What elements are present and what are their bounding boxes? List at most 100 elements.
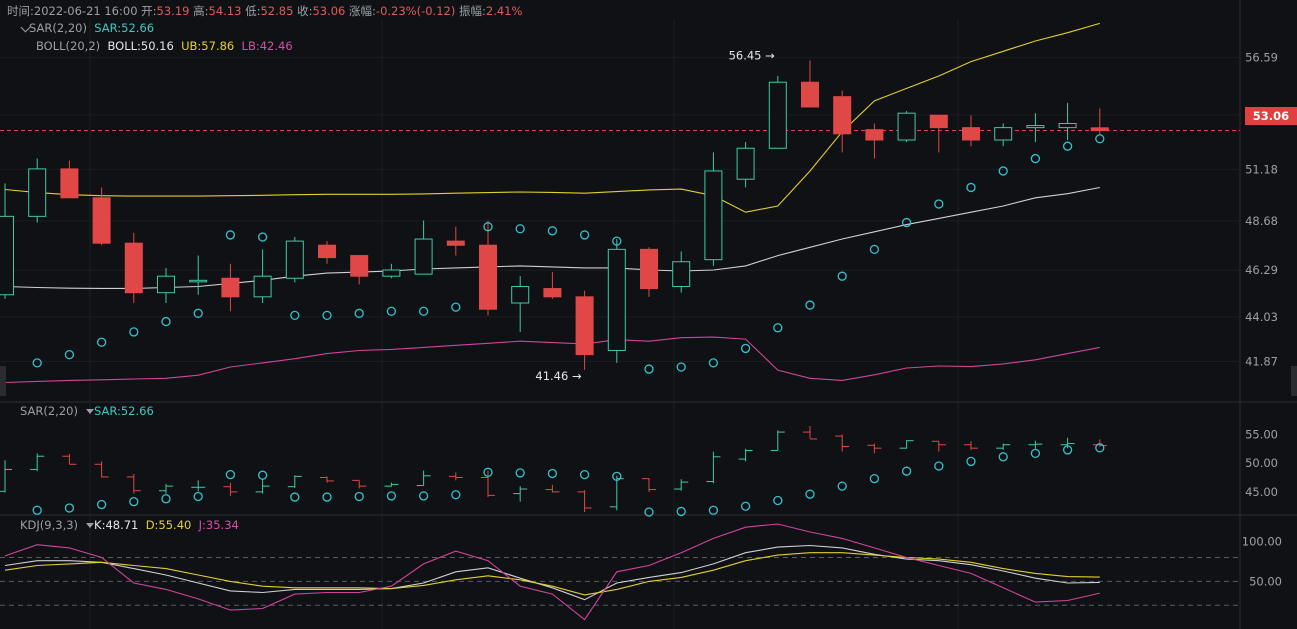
kdj-j-value: J:35.34 (198, 518, 239, 532)
sar-dot (515, 224, 525, 234)
candle-down (865, 129, 884, 141)
candle-down (124, 242, 143, 294)
candle-down (833, 96, 852, 135)
candle-down (543, 288, 562, 298)
sar-panel-name: SAR(2,20) (20, 404, 78, 418)
candle-up (607, 248, 626, 351)
boll-legend[interactable]: BOLL(20,2) BOLL:50.16 UB:57.86 LB:42.46 (36, 39, 293, 53)
sar-dot (96, 337, 107, 347)
sar-dot (386, 306, 397, 316)
sar-dot (451, 302, 461, 312)
sar-panel-dot (1062, 445, 1073, 455)
candle-up (768, 81, 787, 149)
kdj-panel-name: KDJ(9,3,3) (20, 518, 79, 532)
sar-indicator-name: SAR(2,20) (29, 21, 87, 35)
dropdown-caret-icon[interactable] (86, 522, 95, 528)
sar-panel-dot (1095, 443, 1105, 453)
sar-panel-dot (96, 499, 107, 510)
sar-panel-dot (193, 491, 203, 502)
ohlc-header: 时间:2022-06-21 16:00 开:53.19 高:54.13 低:52… (7, 4, 523, 18)
candle-up (414, 238, 433, 275)
price-extreme-label: 41.46 → (535, 369, 582, 383)
sar-panel-dot (354, 491, 364, 502)
sar-dot (1095, 134, 1105, 144)
candle-down (92, 197, 111, 244)
sar-dot (869, 244, 880, 255)
y-tick-label: 51.18 (1245, 162, 1278, 176)
boll-lower-band-line (4, 336, 1100, 384)
candle-up (994, 127, 1013, 141)
candle-up (897, 112, 916, 141)
y-tick-label: 41.87 (1245, 354, 1278, 368)
candle-down (929, 114, 948, 129)
sar-panel-tick-label: 45.00 (1245, 485, 1278, 499)
kdj-panel-legend[interactable]: KDJ(9,3,3) K:48.71 D:55.40 J:35.34 (20, 518, 239, 532)
sar-panel-dot (515, 468, 525, 478)
kdj-d-line (4, 552, 1100, 596)
kdj-k-value: K:48.71 (94, 518, 139, 532)
sar-dot (193, 308, 203, 318)
sar-dot (257, 232, 268, 242)
sar-dot (998, 166, 1008, 176)
sar-panel-dot (290, 492, 300, 502)
candle-up (28, 168, 47, 217)
sar-dot (644, 364, 654, 374)
y-tick-label: 56.59 (1245, 51, 1278, 65)
sar-dot (161, 316, 171, 327)
sar-panel-dot (869, 473, 880, 484)
sar-panel-legend[interactable]: SAR(2,20) SAR:52.66 (20, 404, 154, 418)
sar-dot (773, 323, 783, 333)
sar-dot (322, 310, 332, 321)
sar-dot (676, 362, 686, 372)
sar-panel-dot (322, 492, 332, 502)
candle-up (0, 215, 14, 296)
scroll-left-handle[interactable] (0, 366, 6, 396)
sar-panel-dot (161, 494, 171, 504)
candle-down (640, 248, 658, 290)
candle-down (479, 244, 497, 310)
sar-panel-dot (837, 481, 847, 491)
sar-dot (966, 182, 976, 193)
candle-up (157, 275, 175, 294)
candle-down (60, 168, 79, 199)
sar-panel-dot (386, 491, 397, 501)
sar-panel-dot (644, 507, 654, 517)
sar-legend-main[interactable]: SAR(2,20) SAR:52.66 (18, 21, 154, 35)
sar-panel-dot (612, 471, 622, 482)
candle-up (285, 240, 304, 279)
candle-down (962, 127, 980, 141)
candle-up (672, 261, 691, 288)
candle-up (253, 275, 272, 298)
sar-dot (708, 358, 719, 368)
sar-dot (740, 343, 751, 354)
sar-dot (612, 236, 622, 246)
sar-panel-dot (934, 461, 944, 471)
sar-panel-dot (64, 503, 75, 513)
sar-panel-dot (451, 490, 461, 500)
sar-dot (32, 358, 42, 368)
y-tick-label: 46.29 (1245, 263, 1278, 277)
sar-panel-tick-label: 50.00 (1245, 456, 1278, 470)
kdj-panel-tick-label: 100.00 (1242, 535, 1282, 549)
y-tick-label: 48.68 (1245, 214, 1278, 228)
sar-panel-dot (773, 495, 783, 506)
scroll-right-handle[interactable] (1291, 366, 1297, 396)
sar-panel-dot (998, 452, 1008, 462)
candle-up (189, 279, 208, 283)
dropdown-caret-icon[interactable] (85, 408, 94, 414)
candle-down (221, 277, 240, 298)
sar-dot (837, 271, 847, 281)
boll-indicator-name: BOLL(20,2) (36, 39, 101, 53)
candle-up (1058, 122, 1077, 129)
y-tick-label: 44.03 (1245, 310, 1278, 324)
candle-up (704, 170, 723, 261)
sar-dot (290, 310, 300, 321)
candle-down (446, 240, 465, 246)
sar-dot (934, 199, 944, 209)
sar-panel-dot (547, 468, 558, 479)
sar-dot (418, 306, 429, 316)
sar-panel-dot (676, 506, 686, 517)
kdj-d-value: D:55.40 (145, 518, 192, 532)
candle-up (736, 147, 755, 180)
